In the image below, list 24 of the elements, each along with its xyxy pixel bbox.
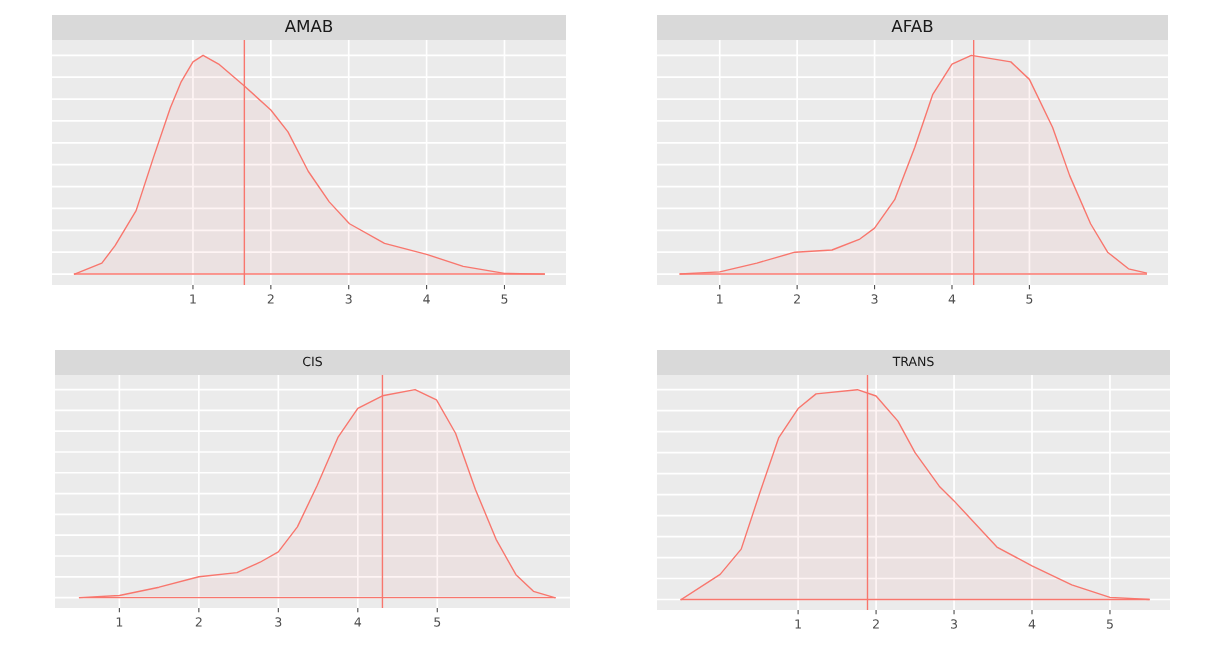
chart-title: AMAB bbox=[284, 19, 333, 33]
chart-title: CIS bbox=[303, 356, 322, 367]
x-tick-label: 2 bbox=[873, 619, 879, 629]
x-tick-label: 2 bbox=[794, 294, 800, 304]
x-tick-label: 2 bbox=[267, 294, 274, 304]
x-tick-label: 4 bbox=[948, 294, 956, 304]
x-tick-label: 4 bbox=[354, 617, 362, 627]
x-tick-label: 1 bbox=[795, 619, 801, 629]
chart-title: AFAB bbox=[891, 19, 933, 33]
x-tick-label: 4 bbox=[1028, 619, 1036, 629]
x-tick-label: 3 bbox=[951, 619, 958, 629]
x-tick-label: 5 bbox=[1026, 294, 1033, 304]
x-tick-label: 3 bbox=[871, 294, 878, 304]
chart-title: TRANS bbox=[892, 356, 934, 367]
x-tick-label: 1 bbox=[717, 294, 723, 304]
x-tick-label: 1 bbox=[116, 617, 123, 627]
x-tick-label: 5 bbox=[1106, 619, 1113, 629]
x-tick-label: 5 bbox=[501, 294, 508, 304]
x-tick-label: 1 bbox=[190, 294, 196, 304]
x-tick-label: 3 bbox=[345, 294, 352, 304]
x-tick-label: 2 bbox=[195, 617, 202, 627]
x-tick-label: 3 bbox=[275, 617, 282, 627]
x-tick-label: 5 bbox=[434, 617, 441, 627]
x-tick-label: 4 bbox=[423, 294, 430, 304]
